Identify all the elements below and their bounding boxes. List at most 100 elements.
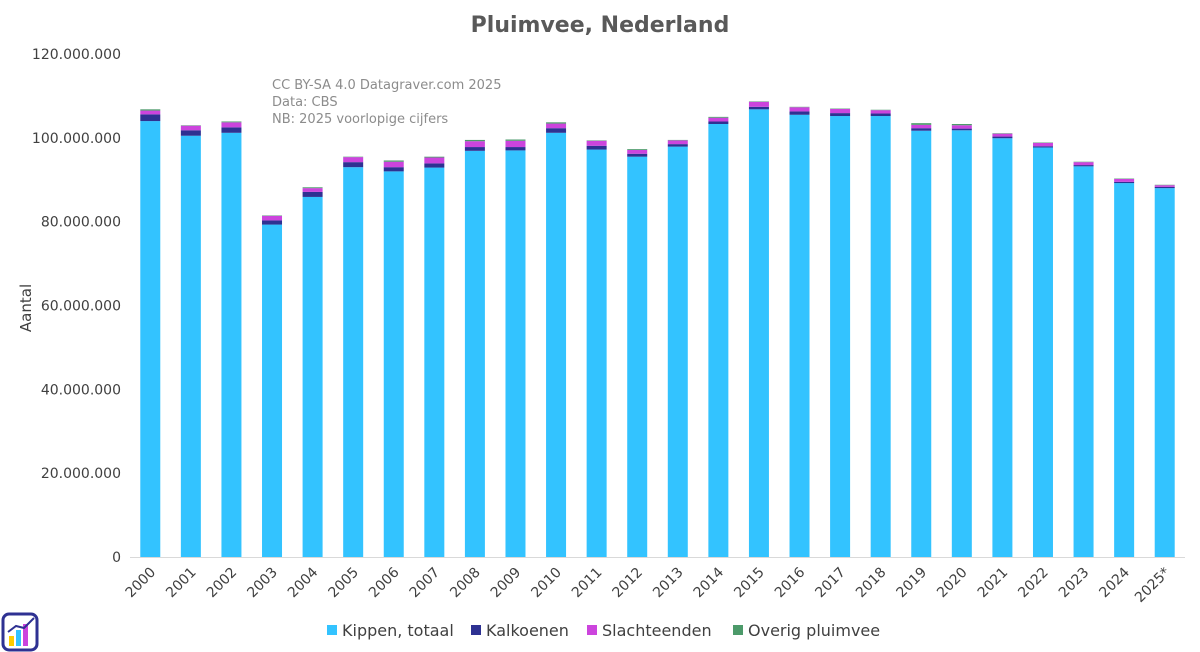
bar-kippen-totaal-2002: [221, 132, 242, 557]
bar-kalkoenen-2003: [262, 220, 283, 225]
bar-slachteenden-2015: [748, 101, 769, 107]
x-tick-label: 2003: [244, 565, 281, 602]
bar-kalkoenen-2004: [302, 191, 323, 197]
bar-overig-pluimvee-2006: [383, 160, 404, 162]
bar-slachteenden-2024: [1114, 178, 1135, 182]
bar-slachteenden-2002: [221, 122, 242, 128]
bar-kippen-totaal-2012: [627, 156, 648, 557]
bar-slachteenden-2018: [870, 110, 891, 114]
bar-overig-pluimvee-2008: [464, 139, 485, 142]
bar-kippen-totaal-2009: [505, 150, 526, 558]
bar-kalkoenen-2015: [748, 106, 769, 110]
x-tick-label: 2019: [894, 565, 931, 602]
x-tick-label: 2002: [204, 565, 241, 602]
x-tick-label: 2011: [569, 565, 606, 602]
bar-kalkoenen-2008: [464, 147, 485, 151]
bar-overig-pluimvee-2010: [546, 122, 567, 124]
bar-slachteenden-2025p: [1154, 185, 1175, 187]
x-tick-label: 2012: [610, 565, 647, 602]
x-tick-label: 2009: [488, 565, 525, 602]
y-tick-label: 100.000.000: [32, 131, 121, 147]
bar-kippen-totaal-2018: [870, 116, 891, 557]
x-tick-label: 2007: [407, 565, 444, 602]
bar-slachteenden-2010: [546, 123, 567, 129]
bar-kalkoenen-2021: [992, 136, 1013, 139]
legend-label: Slachteenden: [602, 621, 712, 640]
bar-overig-pluimvee-2020: [951, 124, 972, 126]
bar-overig-pluimvee-2009: [505, 139, 526, 141]
bar-overig-pluimvee-2007: [424, 156, 445, 158]
x-tick-label: 2008: [447, 565, 484, 602]
annotation-source: Data: CBS: [272, 95, 338, 110]
bar-kippen-totaal-2003: [262, 224, 283, 557]
y-tick-label: 20.000.000: [41, 466, 121, 482]
bar-kippen-totaal-2025p: [1154, 188, 1175, 557]
bar-kippen-totaal-2013: [667, 146, 688, 557]
legend-label: Overig pluimvee: [748, 621, 880, 640]
bar-kalkoenen-2012: [627, 153, 648, 157]
bar-slachteenden-2021: [992, 133, 1013, 137]
bar-kalkoenen-2016: [789, 111, 810, 115]
y-tick-label: 0: [112, 550, 121, 566]
bar-kippen-totaal-2022: [1032, 147, 1053, 557]
bars: [140, 101, 1175, 558]
legend: Kippen, totaal Kalkoenen Slachteenden Overi…: [327, 621, 880, 640]
bar-kalkoenen-2017: [830, 113, 851, 117]
bar-kippen-totaal-2004: [302, 196, 323, 557]
bar-slachteenden-2006: [383, 161, 404, 168]
legend-swatch: [471, 625, 481, 635]
bar-kippen-totaal-2016: [789, 114, 810, 557]
annotation-preliminary: NB: 2025 voorlopige cijfers: [272, 112, 448, 127]
bar-kippen-totaal-2008: [464, 150, 485, 557]
bar-kalkoenen-2002: [221, 127, 242, 133]
x-tick-label: 2017: [812, 565, 849, 602]
bar-kippen-totaal-2020: [951, 130, 972, 557]
bar-kippen-totaal-2005: [343, 167, 364, 558]
bar-overig-pluimvee-2019: [911, 123, 932, 125]
bar-slachteenden-2013: [667, 140, 688, 145]
bar-slachteenden-2017: [830, 108, 851, 114]
bar-kippen-totaal-2011: [586, 149, 607, 557]
bar-kalkoenen-2001: [180, 130, 201, 136]
x-tick-label: 2000: [123, 565, 160, 602]
bar-kippen-totaal-2024: [1114, 183, 1135, 557]
y-tick-label: 120.000.000: [32, 47, 121, 63]
bar-slachteenden-2001: [180, 125, 201, 131]
x-tick-label: 2013: [650, 565, 687, 602]
x-tick-label: 2022: [1015, 565, 1052, 602]
bar-kippen-totaal-2019: [911, 130, 932, 557]
bar-kalkoenen-2013: [667, 144, 688, 147]
bar-kippen-totaal-2014: [708, 124, 729, 558]
bar-kippen-totaal-2010: [546, 132, 567, 557]
x-tick-label: 2021: [975, 565, 1012, 602]
bar-kippen-totaal-2001: [180, 135, 201, 558]
legend-swatch: [733, 625, 743, 635]
x-tick-label: 2020: [934, 565, 971, 602]
y-tick-label: 80.000.000: [41, 215, 121, 231]
chart-title: Pluimvee, Nederland: [471, 13, 730, 38]
bar-slachteenden-2019: [911, 124, 932, 129]
bar-kalkoenen-2023: [1073, 165, 1094, 167]
bar-kippen-totaal-2000: [140, 121, 161, 558]
y-tick-label: 40.000.000: [41, 382, 121, 398]
bar-kippen-totaal-2007: [424, 167, 445, 557]
bar-slachteenden-2020: [951, 125, 972, 129]
x-tick-label: 2005: [325, 565, 362, 602]
x-tick-label: 2023: [1056, 565, 1093, 602]
bar-slachteenden-2000: [140, 110, 161, 115]
bar-overig-pluimvee-2000: [140, 109, 161, 111]
bar-kalkoenen-2007: [424, 163, 445, 168]
y-axis-label: Aantal: [17, 284, 35, 332]
x-tick-label: 2010: [528, 565, 565, 602]
bar-slachteenden-2016: [789, 107, 810, 112]
annotation-license: CC BY-SA 4.0 Datagraver.com 2025: [272, 78, 501, 93]
bar-slachteenden-2005: [343, 157, 364, 163]
x-tick-label: 2001: [163, 565, 200, 602]
bar-slachteenden-2011: [586, 140, 607, 146]
bar-slachteenden-2014: [708, 117, 729, 122]
x-tick-label: 2014: [691, 564, 728, 601]
bar-kalkoenen-2000: [140, 114, 161, 122]
bar-kippen-totaal-2023: [1073, 166, 1094, 557]
x-tick-label: 2006: [366, 564, 403, 601]
